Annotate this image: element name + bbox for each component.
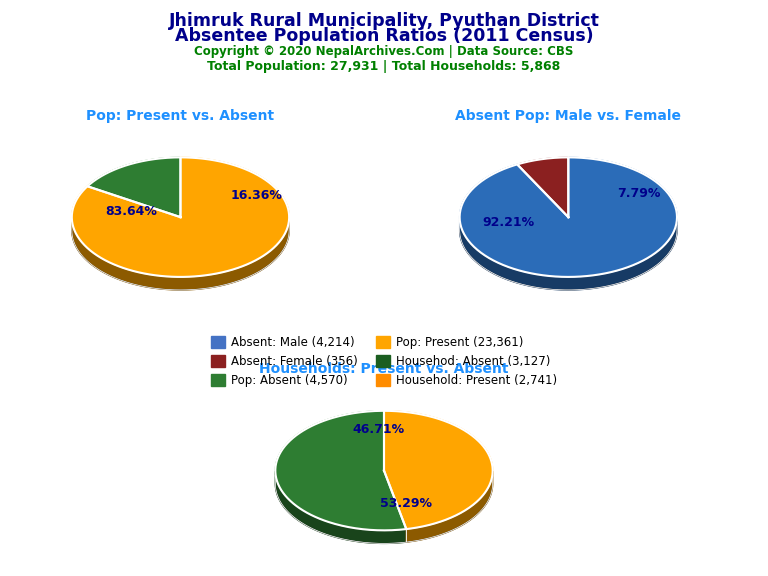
Polygon shape (406, 471, 493, 542)
Polygon shape (460, 217, 677, 290)
Text: Pop: Present vs. Absent: Pop: Present vs. Absent (87, 109, 274, 123)
Text: Absentee Population Ratios (2011 Census): Absentee Population Ratios (2011 Census) (174, 27, 594, 45)
Text: 92.21%: 92.21% (482, 216, 535, 229)
Polygon shape (72, 157, 289, 277)
Polygon shape (88, 157, 180, 217)
Text: 16.36%: 16.36% (230, 189, 283, 202)
Text: Total Population: 27,931 | Total Households: 5,868: Total Population: 27,931 | Total Househo… (207, 60, 561, 73)
Text: Copyright © 2020 NepalArchives.Com | Data Source: CBS: Copyright © 2020 NepalArchives.Com | Dat… (194, 45, 574, 58)
Text: Jhimruk Rural Municipality, Pyuthan District: Jhimruk Rural Municipality, Pyuthan Dist… (168, 12, 600, 29)
Polygon shape (72, 218, 289, 290)
Text: Households: Present vs. Absent: Households: Present vs. Absent (260, 362, 508, 376)
Polygon shape (275, 471, 406, 543)
Text: 53.29%: 53.29% (379, 497, 432, 510)
Polygon shape (384, 411, 493, 529)
Polygon shape (275, 411, 406, 530)
Text: 7.79%: 7.79% (617, 187, 660, 200)
Polygon shape (459, 157, 677, 277)
Text: 46.71%: 46.71% (353, 423, 405, 436)
Text: Absent Pop: Male vs. Female: Absent Pop: Male vs. Female (455, 109, 681, 123)
Polygon shape (517, 157, 568, 217)
Legend: Absent: Male (4,214), Absent: Female (356), Pop: Absent (4,570), Pop: Present (2: Absent: Male (4,214), Absent: Female (35… (207, 331, 561, 392)
Text: 83.64%: 83.64% (106, 205, 157, 218)
